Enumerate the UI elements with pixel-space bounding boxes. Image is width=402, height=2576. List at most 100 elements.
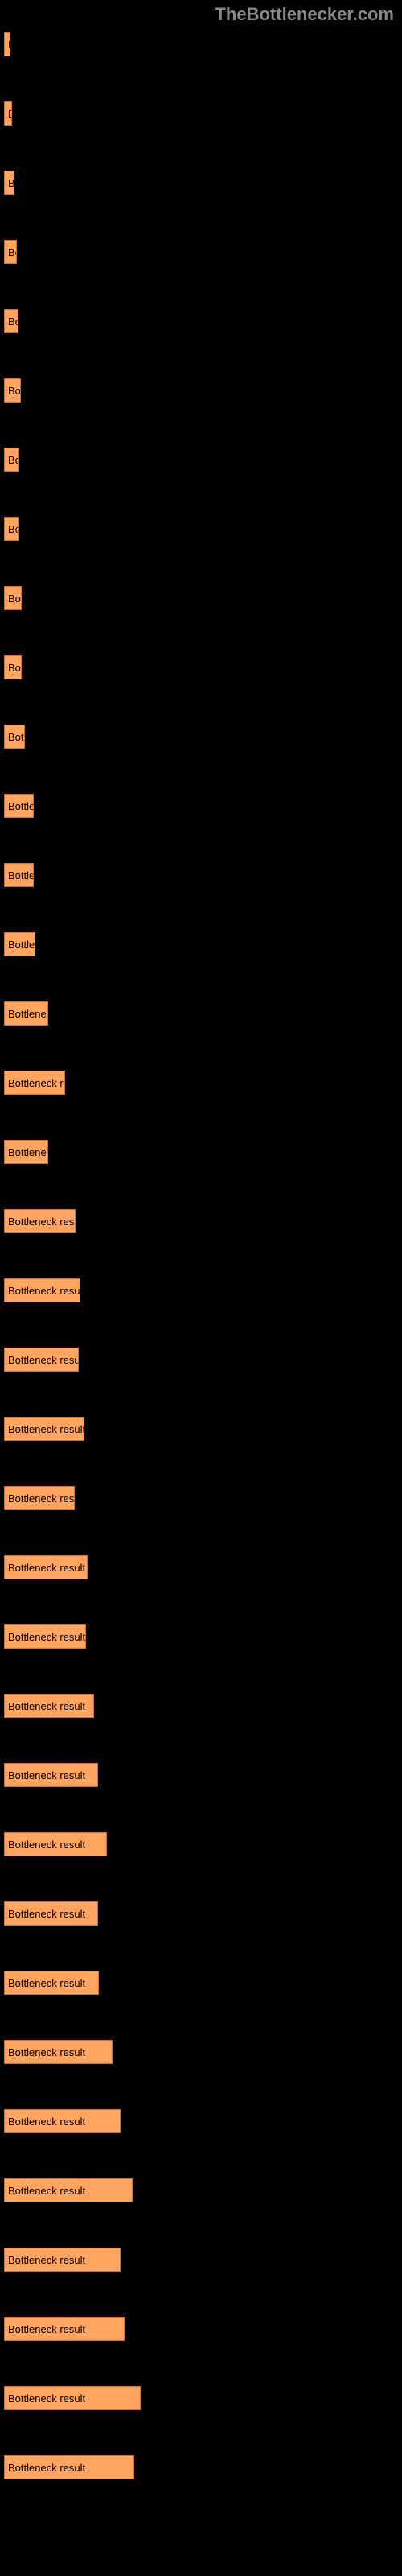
bar: Bottleneck result — [4, 2248, 121, 2272]
bar: Bottleneck result — [4, 1278, 80, 1302]
bar-row: Bottleneck result — [4, 932, 398, 956]
bar-label: Bottleneck result — [8, 385, 21, 397]
bar-label: Bottleneck result — [8, 246, 17, 258]
bar-label: Bottleneck result — [8, 1839, 85, 1851]
bar-label: Bottleneck result — [8, 1216, 76, 1228]
bar-row: Bottleneck result — [4, 101, 398, 126]
bar-label: Bottleneck result — [8, 1562, 85, 1574]
bar: Bottleneck result — [4, 1209, 76, 1233]
bar: Bottleneck result — [4, 2178, 133, 2202]
bar-label: Bottleneck result — [8, 2392, 85, 2405]
bar-row: Bottleneck result — [4, 309, 398, 333]
bar-row: Bottleneck result — [4, 240, 398, 264]
bar-row: Bottleneck result — [4, 1486, 398, 1510]
bar-label: Bottleneck result — [8, 2185, 85, 2197]
bar: Bottleneck result — [4, 1140, 48, 1164]
bar-row: Bottleneck result — [4, 1555, 398, 1579]
bar-label: Bottleneck result — [8, 1977, 85, 1989]
bar: Bottleneck result — [4, 378, 21, 402]
bar: Bottleneck result — [4, 586, 22, 610]
bar-label: Bottleneck result — [8, 1631, 85, 1643]
bar-label: Bottleneck result — [8, 1146, 48, 1158]
bar-row: Bottleneck result — [4, 863, 398, 887]
bar: Bottleneck result — [4, 309, 18, 333]
bar-label: Bottleneck result — [8, 523, 19, 535]
bar-row: Bottleneck result — [4, 724, 398, 749]
bar-row: Bottleneck result — [4, 1209, 398, 1233]
bar: Bottleneck result — [4, 863, 34, 887]
bar: Bottleneck result — [4, 1071, 65, 1095]
bar: Bottleneck result — [4, 1971, 99, 1995]
bar-label: Bottleneck result — [8, 1077, 65, 1089]
bar-row: Bottleneck result — [4, 1278, 398, 1302]
bar-label: Bottleneck result — [8, 1492, 75, 1505]
bar: Bottleneck result — [4, 1763, 98, 1787]
bar-label: Bottleneck result — [8, 1008, 48, 1020]
bar-chart: Bottleneck result Bottleneck result Bottle… — [0, 32, 402, 2479]
bar-row: Bottleneck result — [4, 171, 398, 195]
bar: Bottleneck result — [4, 517, 19, 541]
bar: Bottleneck result — [4, 1694, 94, 1718]
bar-label: Bottleneck result — [8, 2254, 85, 2266]
bar-label: Bottleneck result — [8, 2046, 85, 2058]
bar-label: Bottleneck result — [8, 731, 25, 743]
bar-label: Bottleneck result — [8, 869, 34, 881]
bar: Bottleneck result — [4, 2040, 113, 2064]
bar-label: Bottleneck result — [8, 662, 22, 674]
bar-row: Bottleneck result — [4, 1832, 398, 1856]
bar-row: Bottleneck result — [4, 2040, 398, 2064]
bar-label: Bottleneck result — [8, 592, 22, 605]
bar-row: Bottleneck result — [4, 2386, 398, 2410]
bar-label: Bottleneck result — [8, 39, 10, 51]
bar: Bottleneck result — [4, 448, 19, 472]
bar-row: Bottleneck result — [4, 1901, 398, 1926]
bar-row: Bottleneck result — [4, 2317, 398, 2341]
bar-row: Bottleneck result — [4, 32, 398, 56]
bar-label: Bottleneck result — [8, 316, 18, 328]
bar: Bottleneck result — [4, 32, 10, 56]
bar: Bottleneck result — [4, 1555, 88, 1579]
bar-row: Bottleneck result — [4, 2455, 398, 2479]
bar: Bottleneck result — [4, 1901, 98, 1926]
bar-row: Bottleneck result — [4, 794, 398, 818]
watermark-text: TheBottlenecker.com — [215, 4, 394, 25]
bar: Bottleneck result — [4, 171, 14, 195]
bar-row: Bottleneck result — [4, 2178, 398, 2202]
bar-row: Bottleneck result — [4, 1763, 398, 1787]
bar-label: Bottleneck result — [8, 1700, 85, 1712]
bar-label: Bottleneck result — [8, 1354, 79, 1366]
bar: Bottleneck result — [4, 2386, 141, 2410]
bar: Bottleneck result — [4, 240, 17, 264]
bar-row: Bottleneck result — [4, 1417, 398, 1441]
bar-label: Bottleneck result — [8, 454, 19, 466]
bar-label: Bottleneck result — [8, 2323, 85, 2335]
bar: Bottleneck result — [4, 655, 22, 679]
bar-row: Bottleneck result — [4, 517, 398, 541]
bar-row: Bottleneck result — [4, 655, 398, 679]
bar-row: Bottleneck result — [4, 1071, 398, 1095]
bar: Bottleneck result — [4, 2109, 121, 2133]
bar-label: Bottleneck result — [8, 1769, 85, 1781]
bar-label: Bottleneck result — [8, 2116, 85, 2128]
bar-label: Bottleneck result — [8, 1285, 80, 1297]
bar: Bottleneck result — [4, 1417, 84, 1441]
bar-label: Bottleneck result — [8, 939, 35, 951]
bar: Bottleneck result — [4, 2455, 134, 2479]
bar-row: Bottleneck result — [4, 448, 398, 472]
bar: Bottleneck result — [4, 1624, 86, 1649]
bar-row: Bottleneck result — [4, 1140, 398, 1164]
bar-label: Bottleneck result — [8, 800, 34, 812]
bar: Bottleneck result — [4, 1001, 48, 1026]
bar-row: Bottleneck result — [4, 586, 398, 610]
bar-label: Bottleneck result — [8, 108, 12, 120]
bar: Bottleneck result — [4, 932, 35, 956]
bar-label: Bottleneck result — [8, 177, 14, 189]
bar: Bottleneck result — [4, 101, 12, 126]
bar-label: Bottleneck result — [8, 1423, 84, 1435]
bar-row: Bottleneck result — [4, 378, 398, 402]
bar-row: Bottleneck result — [4, 1348, 398, 1372]
bar-row: Bottleneck result — [4, 1971, 398, 1995]
bar: Bottleneck result — [4, 1832, 107, 1856]
bar-row: Bottleneck result — [4, 1624, 398, 1649]
bar: Bottleneck result — [4, 724, 25, 749]
